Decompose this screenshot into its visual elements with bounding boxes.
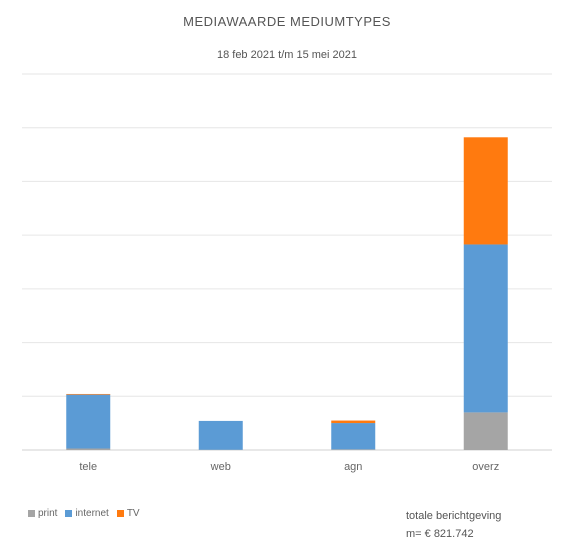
total-coverage-note: totale berichtgeving m= € 821.742 bbox=[406, 507, 501, 543]
bar-segment-internet-web bbox=[199, 421, 243, 450]
chart-legend: print internet TV bbox=[28, 508, 140, 519]
legend-label-internet: internet bbox=[75, 508, 108, 519]
bar-segment-print-overz bbox=[464, 412, 508, 450]
legend-item-internet: internet bbox=[65, 508, 108, 519]
bar-segment-tv-overz bbox=[464, 137, 508, 244]
bar-segment-internet-overz bbox=[464, 244, 508, 412]
total-coverage-label: totale berichtgeving bbox=[406, 507, 501, 525]
legend-swatch-print bbox=[28, 510, 35, 517]
bar-segment-print-tele bbox=[66, 448, 110, 450]
bar-segment-internet-tele bbox=[66, 395, 110, 449]
bar-segment-tv-agn bbox=[331, 421, 375, 424]
legend-label-print: print bbox=[38, 508, 57, 519]
legend-item-tv: TV bbox=[117, 508, 140, 519]
x-tick-label: overz bbox=[472, 461, 499, 473]
x-tick-label: tele bbox=[79, 461, 97, 473]
legend-swatch-internet bbox=[65, 510, 72, 517]
legend-label-tv: TV bbox=[127, 508, 140, 519]
legend-item-print: print bbox=[28, 508, 57, 519]
legend-swatch-tv bbox=[117, 510, 124, 517]
bar-segment-print-agn bbox=[331, 449, 375, 450]
bar-segment-internet-agn bbox=[331, 423, 375, 449]
x-tick-label: agn bbox=[344, 461, 362, 473]
total-coverage-value: m= € 821.742 bbox=[406, 525, 501, 543]
x-tick-label: web bbox=[210, 461, 231, 473]
bar-segment-tv-tele bbox=[66, 394, 110, 395]
